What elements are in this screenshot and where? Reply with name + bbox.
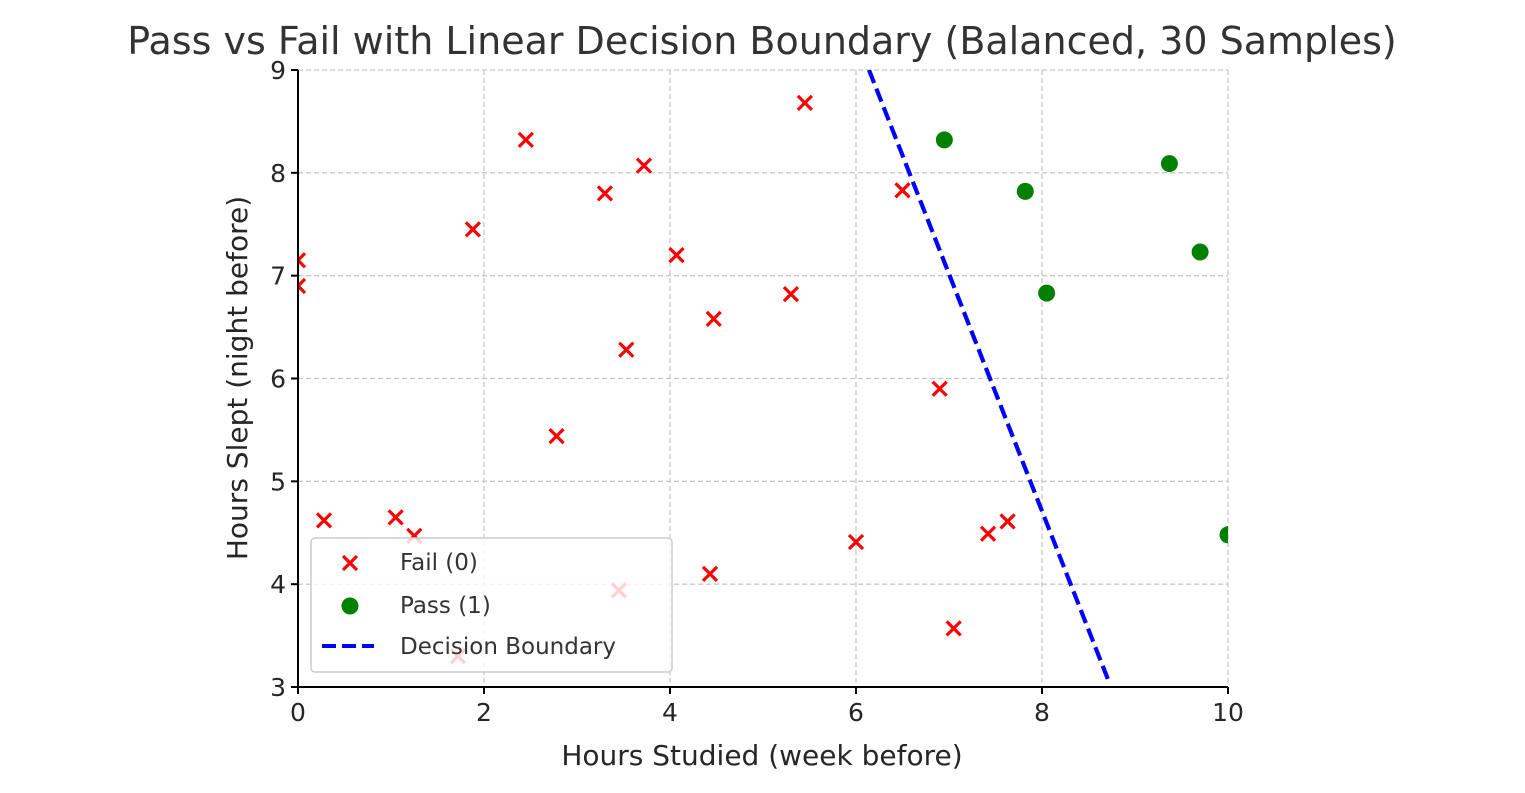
y-tick-label: 5 xyxy=(270,467,286,496)
pass-point xyxy=(1191,243,1209,261)
fail-point xyxy=(635,157,653,174)
fail-point xyxy=(618,341,635,358)
fail-point xyxy=(517,131,534,149)
legend-frame xyxy=(310,537,673,673)
y-tick-label: 3 xyxy=(270,673,286,702)
legend-label-pass: Pass (1) xyxy=(400,593,491,619)
pass-point xyxy=(1016,182,1034,200)
y-tick-label: 6 xyxy=(270,365,286,394)
legend: Fail (0) Pass (1) Decision Boundary xyxy=(310,537,673,673)
y-axis-ticks: 3 4 5 6 7 8 9 xyxy=(270,56,298,702)
fail-point xyxy=(596,185,614,202)
chart-title: Pass vs Fail with Linear Decision Bounda… xyxy=(127,19,1396,63)
fail-point xyxy=(979,525,997,542)
fail-point xyxy=(668,246,685,264)
fail-point xyxy=(464,221,481,238)
fail-point xyxy=(705,310,722,327)
y-tick-label: 4 xyxy=(270,570,286,599)
pass-point xyxy=(1219,526,1228,544)
legend-pass-marker xyxy=(341,597,359,615)
x-tick-label: 2 xyxy=(476,698,492,727)
pass-point xyxy=(1160,155,1178,173)
fail-point xyxy=(701,565,719,583)
x-tick-label: 6 xyxy=(848,698,864,727)
pass-point xyxy=(1038,284,1056,302)
fail-point xyxy=(847,533,865,551)
legend-label-boundary: Decision Boundary xyxy=(400,634,616,660)
legend-item-boundary: Decision Boundary xyxy=(322,634,616,660)
fail-point xyxy=(894,182,911,199)
y-tick-label: 8 xyxy=(270,159,286,188)
fail-point xyxy=(945,620,962,637)
x-axis-ticks: 0 2 4 6 8 10 xyxy=(290,687,1244,727)
x-tick-label: 4 xyxy=(662,698,678,727)
legend-x-marker xyxy=(341,554,359,572)
legend-label-fail: Fail (0) xyxy=(400,550,478,576)
decision-boundary-line xyxy=(867,70,1111,683)
fail-point xyxy=(548,427,565,445)
y-tick-label: 7 xyxy=(270,262,286,291)
fail-point xyxy=(387,509,404,526)
legend-item-fail: Fail (0) xyxy=(341,550,478,576)
x-tick-label: 8 xyxy=(1034,698,1050,727)
fail-point xyxy=(782,286,800,303)
fail-point xyxy=(931,380,948,397)
x-axis-label: Hours Studied (week before) xyxy=(561,739,962,772)
x-tick-label: 10 xyxy=(1212,698,1244,727)
x-tick-label: 0 xyxy=(290,698,306,727)
plot-area xyxy=(298,70,1228,683)
fail-point xyxy=(298,252,307,269)
fail-point xyxy=(796,94,813,112)
fail-point xyxy=(315,512,333,529)
y-tick-label: 9 xyxy=(270,56,286,85)
pass-point xyxy=(935,131,953,149)
fail-point xyxy=(298,277,307,295)
y-axis-label: Hours Slept (night before) xyxy=(221,196,254,560)
legend-fail-marker xyxy=(341,554,359,572)
legend-item-pass: Pass (1) xyxy=(341,593,491,619)
fail-point xyxy=(999,513,1016,530)
legend-dot-marker xyxy=(341,597,359,615)
